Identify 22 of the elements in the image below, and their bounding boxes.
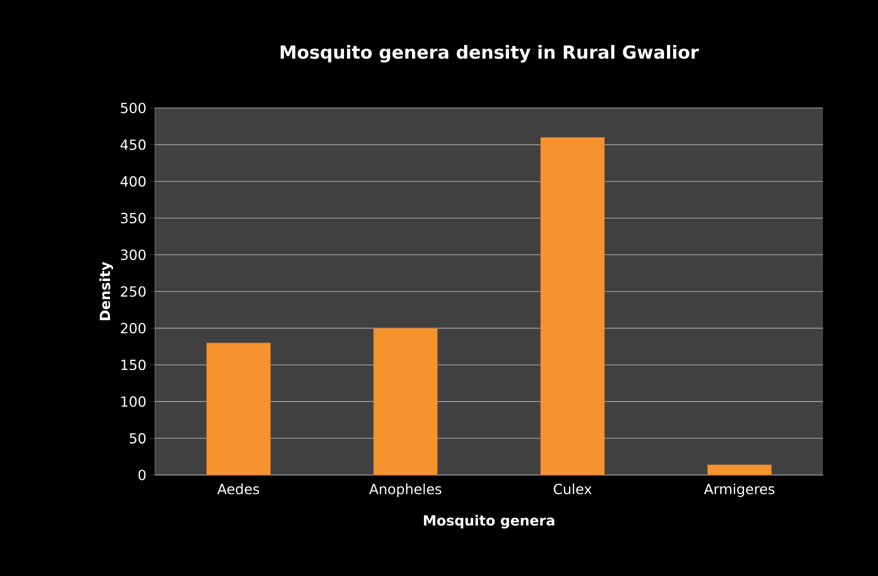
chart-title: Mosquito genera density in Rural Gwalior [280, 44, 699, 62]
y-tick-label: 300 [120, 250, 146, 260]
bar [373, 328, 438, 475]
bar [540, 137, 605, 475]
x-axis-title: Mosquito genera [424, 514, 554, 528]
y-tick-label: 350 [120, 212, 146, 224]
y-tick-label: 150 [121, 360, 146, 370]
x-tick-label: Anopheles [369, 484, 442, 498]
y-tick-label: 500 [120, 102, 146, 114]
x-tick-label: Aedes [217, 484, 260, 494]
y-tick-label: 100 [121, 396, 146, 407]
bar [206, 342, 271, 475]
y-tick-label: 450 [120, 139, 146, 150]
bar [707, 464, 772, 475]
y-tick-label: 200 [120, 322, 146, 334]
y-tick-label: 400 [120, 176, 146, 187]
x-tick-label: Armigeres [704, 484, 774, 498]
y-axis-title: Density [99, 262, 114, 320]
x-tick-label: Culex [554, 484, 592, 494]
y-tick-label: 250 [120, 286, 146, 297]
y-tick-label: 0 [138, 470, 146, 480]
y-tick-label: 50 [130, 433, 146, 444]
